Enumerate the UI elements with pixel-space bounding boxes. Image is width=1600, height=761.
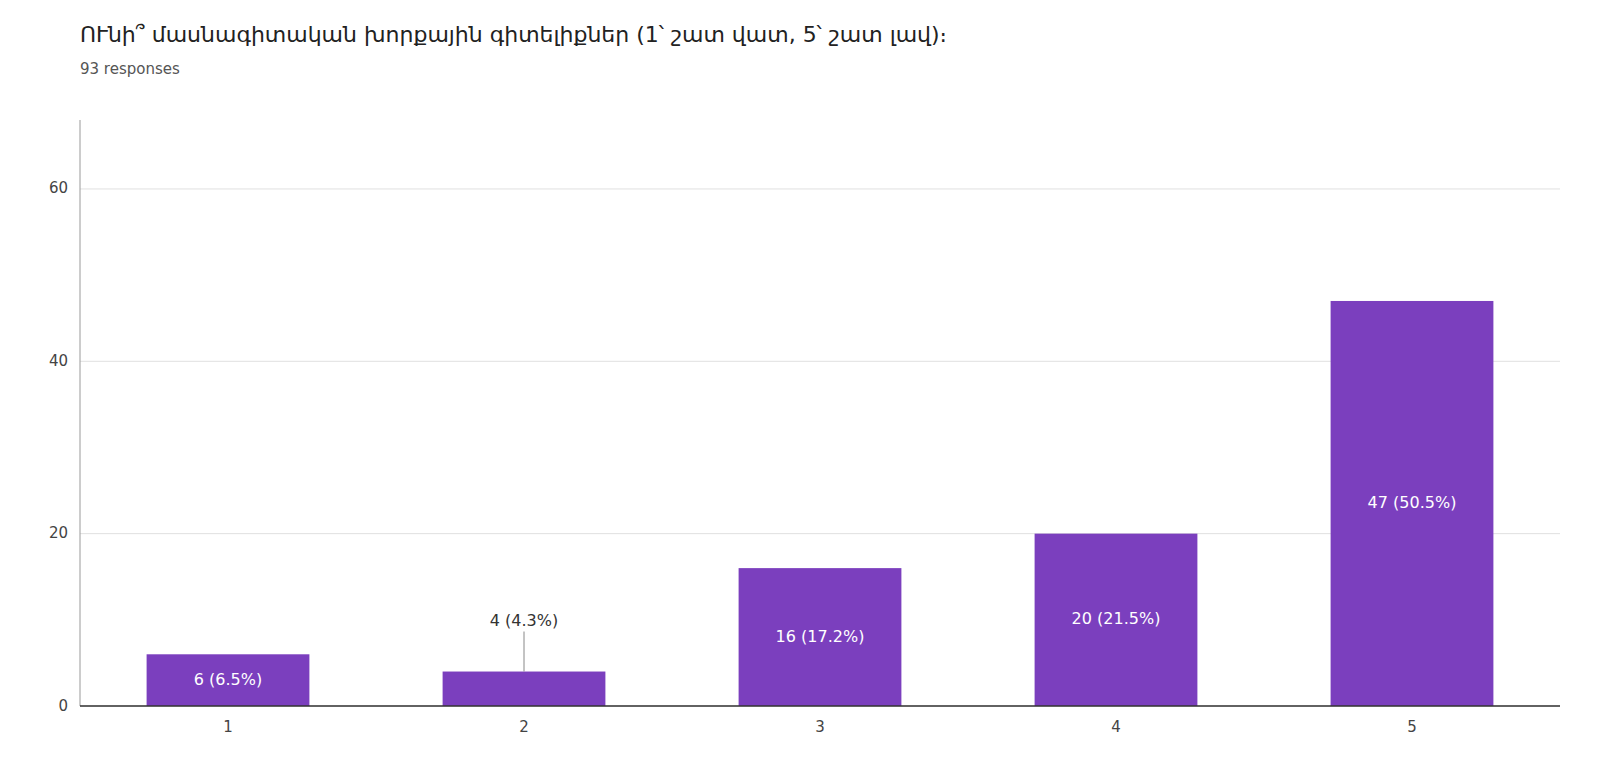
chart-container: ՈՒնի՞ մասնագիտական խորքային գիտելիքներ (… <box>0 0 1600 761</box>
bar <box>147 654 310 706</box>
data-label: 20 (21.5%) <box>1072 609 1161 628</box>
x-tick-label: 5 <box>1407 718 1417 736</box>
title: ՈՒնի՞ մասնագիտական խորքային գիտելիքներ (… <box>80 22 947 47</box>
y-tick-label: 40 <box>49 352 68 370</box>
bar <box>443 672 606 706</box>
data-label: 4 (4.3%) <box>490 611 558 630</box>
x-tick-label: 2 <box>519 718 529 736</box>
data-label: 16 (17.2%) <box>776 627 865 646</box>
bars <box>147 301 1494 706</box>
y-axis-line <box>80 120 81 706</box>
y-tick-label: 20 <box>49 524 68 542</box>
grid <box>80 189 1560 706</box>
x-tick-label: 1 <box>223 718 233 736</box>
bar <box>739 568 902 706</box>
grid-line <box>80 706 1560 707</box>
x-tick-label: 3 <box>815 718 825 736</box>
data-labels: 6 (6.5%) 4 (4.3%) 16 (17.2%) 20 (21.5%) 47 (… <box>194 493 1457 689</box>
bar <box>1035 534 1198 706</box>
bar <box>1331 301 1494 706</box>
x-tick-label: 4 <box>1111 718 1121 736</box>
leader-line <box>524 632 525 672</box>
grid-line <box>80 188 1560 189</box>
y-tick-label: 60 <box>49 179 68 197</box>
x-axis-line <box>80 705 1560 707</box>
data-label: 47 (50.5%) <box>1368 493 1457 512</box>
chart-svg: ՈՒնի՞ մասնագիտական խորքային գիտելիքներ (… <box>0 0 1600 761</box>
subtitle: 93 responses <box>80 60 180 78</box>
y-tick-label: 0 <box>58 697 68 715</box>
data-label: 6 (6.5%) <box>194 670 262 689</box>
